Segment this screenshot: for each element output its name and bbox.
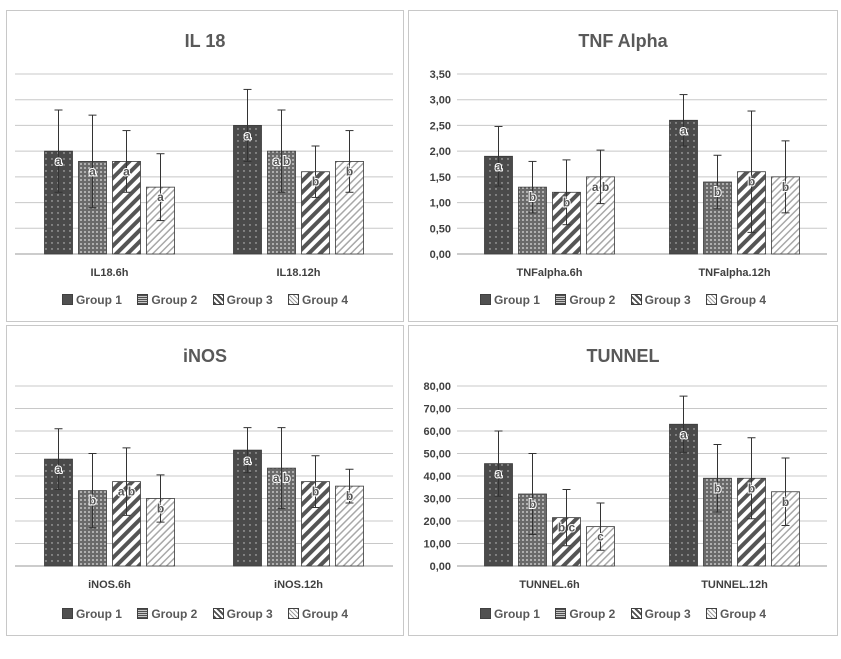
significance-label: b [748,481,755,495]
legend-entry-group-2: Group 2 [137,607,197,621]
legend-entry-group-2: Group 2 [137,293,197,307]
y-tick-label: 40,00 [423,471,451,483]
chart-panel-inos: iNOS a b a b b iNOS.6h a a b b b iNOS.12h Group 1… [6,325,404,636]
significance-label: b [782,180,789,194]
x-category-label: IL18.12h [276,267,320,279]
y-tick-label: 70,00 [423,404,451,416]
legend-entry-group-1: Group 1 [479,293,540,307]
significance-label: b [89,494,96,508]
y-tick-label: 0,50 [430,223,451,235]
significance-label: a b [118,485,135,499]
significance-label: b [748,175,755,189]
bar [233,125,262,255]
significance-label: b [529,190,536,204]
legend-entry-group-4: Group 4 [706,607,766,621]
significance-label: a [123,164,130,178]
y-tick-label: 80,00 [423,381,451,393]
significance-label: a [244,453,251,467]
legend-entry-group-2: Group 2 [555,293,615,307]
chart-legend: Group 1 Group 2 Group 3 Group 4 [409,607,837,621]
significance-label: a [55,462,62,476]
legend-entry-group-3: Group 3 [630,293,691,307]
chart-title: iNOS [182,346,227,366]
significance-label: a b [273,154,290,168]
significance-label: a [680,123,687,137]
x-category-label: iNOS.6h [88,579,131,591]
chart-legend: Group 1 Group 2 Group 3 Group 4 [7,607,403,621]
chart-plot: a a a a IL18.6h a a b b b IL18.12h [15,73,393,279]
significance-label: b [312,485,319,499]
legend-entry-group-1: Group 1 [479,607,540,621]
x-category-label: IL18.6h [91,267,129,279]
legend-entry-group-3: Group 3 [212,293,273,307]
legend-entry-group-3: Group 3 [212,607,273,621]
x-category-label: TNFalpha.6h [516,267,582,279]
legend-entry-group-2: Group 2 [555,607,615,621]
y-tick-label: 2,00 [430,146,451,158]
x-category-label: TUNNEL.12h [701,579,768,591]
significance-label: b [346,489,353,503]
significance-label: a [495,159,502,173]
significance-label: a [157,190,164,204]
bar [301,171,330,255]
x-category-label: TUNNEL.6h [519,579,580,591]
legend-entry-group-1: Group 1 [61,293,122,307]
chart-plot: 0,00 10,00 20,00 30,00 40,00 50,00 60,00 70,00 8… [423,381,827,591]
legend-entry-group-4: Group 4 [706,293,766,307]
significance-label: c [597,530,604,544]
x-category-label: TNFalpha.12h [698,267,770,279]
significance-label: a [495,467,502,481]
legend-entry-group-4: Group 4 [288,293,348,307]
significance-label: a b [592,180,609,194]
significance-label: b [714,481,721,495]
y-tick-label: 10,00 [423,539,451,551]
chart-plot: 0,00 0,50 1,00 1,50 2,00 2,50 3,00 3,50 a b b a b TN… [430,69,827,279]
y-tick-label: 20,00 [423,516,451,528]
y-tick-label: 1,50 [430,172,451,184]
significance-label: b [312,175,319,189]
significance-label: b [529,497,536,511]
y-tick-label: 30,00 [423,494,451,506]
legend-entry-group-4: Group 4 [288,607,348,621]
significance-label: b c [558,521,576,535]
x-category-label: iNOS.12h [274,579,323,591]
chart-panel-il18: IL 18 a a a a IL18.6h a a b b b IL18.12h Group 1 … [6,10,404,322]
significance-label: b [563,195,570,209]
legend-entry-group-3: Group 3 [630,607,691,621]
chart-title: TNF Alpha [578,31,668,51]
significance-label: a [244,128,251,142]
chart-title: TUNNEL [586,346,660,366]
chart-panel-tunnel: TUNNEL 0,00 10,00 20,00 30,00 40,00 50,00 60,0… [408,325,838,636]
significance-label: b [346,164,353,178]
significance-label: a [55,154,62,168]
significance-label: a [89,164,96,178]
y-tick-label: 1,00 [430,198,451,210]
y-tick-label: 2,50 [430,120,451,132]
legend-entry-group-1: Group 1 [61,607,122,621]
chart-plot: a b a b b iNOS.6h a a b b b iNOS.12h [15,385,393,591]
significance-label: b [157,502,164,516]
significance-label: b [714,185,721,199]
chart-legend: Group 1 Group 2 Group 3 Group 4 [7,293,403,307]
y-tick-label: 3,50 [430,69,451,81]
y-tick-label: 0,00 [430,249,451,261]
significance-label: b [782,495,789,509]
chart-panel-tnf-alpha: TNF Alpha 0,00 0,50 1,00 1,50 2,00 2,50 3,00 3,… [408,10,838,322]
y-tick-label: 50,00 [423,449,451,461]
chart-title: IL 18 [184,31,226,51]
y-tick-label: 0,00 [430,561,451,573]
chart-legend: Group 1 Group 2 Group 3 Group 4 [409,293,837,307]
y-tick-label: 3,00 [430,95,451,107]
significance-label: a [680,427,687,441]
significance-label: a b [273,471,290,485]
y-tick-label: 60,00 [423,426,451,438]
